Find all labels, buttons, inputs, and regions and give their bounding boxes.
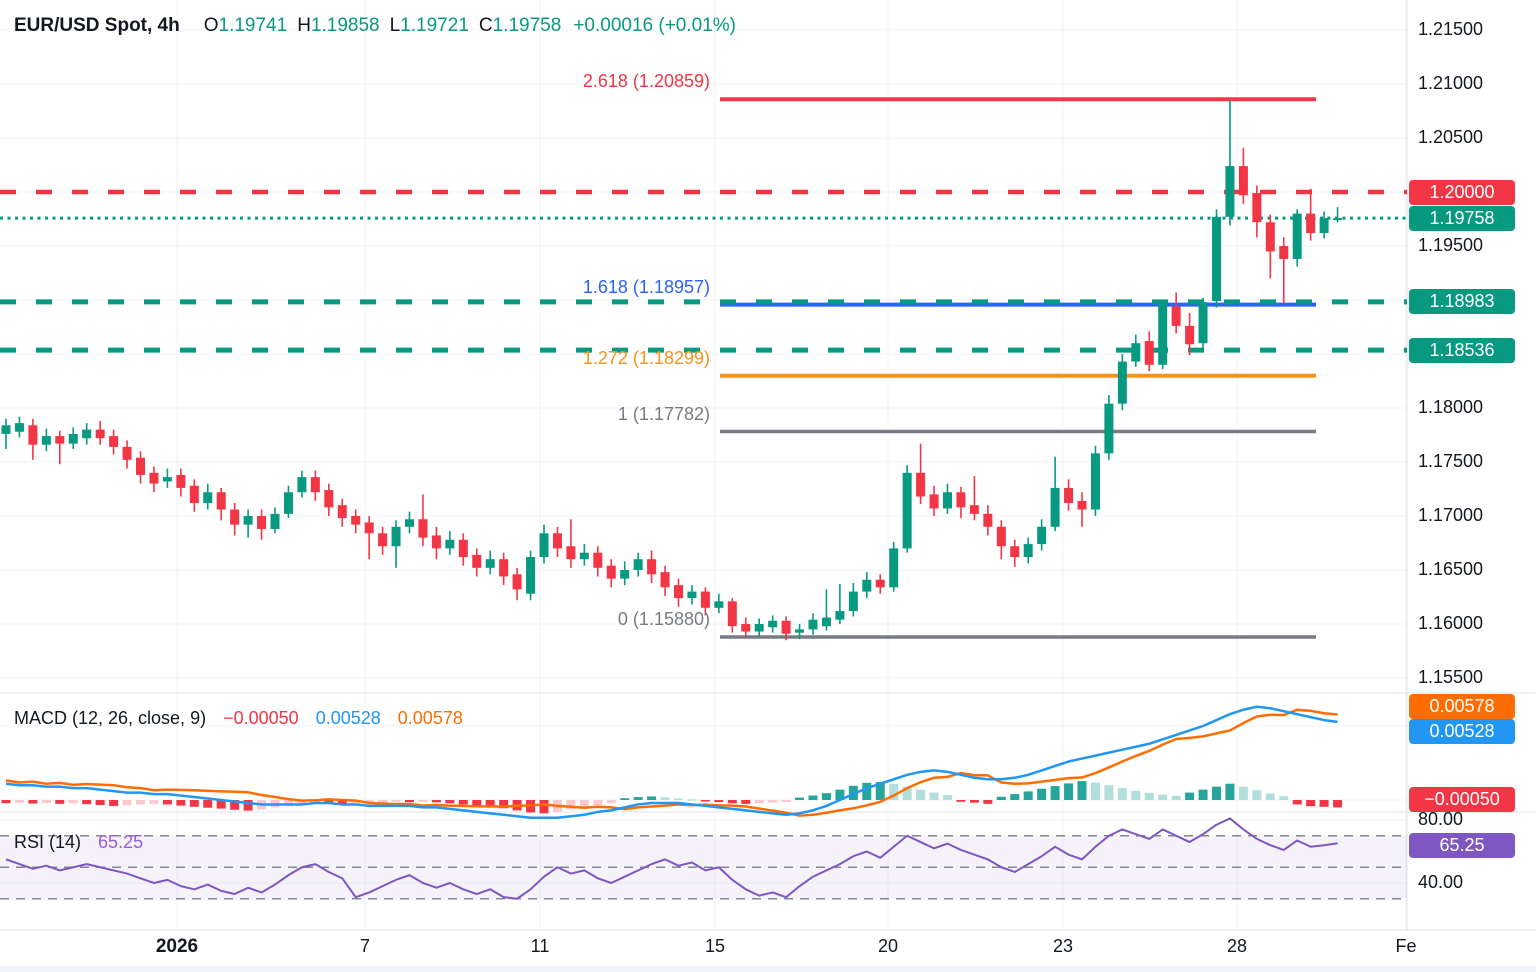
- high-value: 1.19858: [310, 15, 380, 36]
- macd-signal-value: 0.00578: [397, 708, 463, 728]
- macd-indicator-label[interactable]: MACD (12, 26, close, 9) −0.00050 0.00528…: [14, 708, 463, 729]
- macd-badge: −0.00050: [1409, 786, 1515, 812]
- price-tick[interactable]: 1.17000: [1418, 505, 1484, 525]
- price-badge: 1.18536: [1409, 337, 1515, 363]
- open-value: 1.19741: [218, 15, 288, 36]
- macd-name: MACD (12, 26, close, 9): [14, 708, 207, 728]
- fib-level-label[interactable]: 1.618 (1.18957): [582, 276, 710, 297]
- time-axis-label[interactable]: 28: [1226, 936, 1248, 956]
- time-axis-label[interactable]: 11: [530, 936, 550, 956]
- open-label: O: [203, 15, 219, 36]
- price-tick[interactable]: 1.16500: [1418, 559, 1484, 579]
- macd-badge: 0.00528: [1409, 718, 1515, 744]
- macd-badge: 0.00578: [1409, 693, 1515, 719]
- fib-level-label[interactable]: 2.618 (1.20859): [582, 71, 710, 92]
- time-axis-label[interactable]: 2026: [155, 936, 199, 957]
- rsi-name: RSI (14): [14, 832, 82, 852]
- low-label: L: [389, 15, 401, 36]
- rsi-value: 65.25: [98, 832, 144, 852]
- close-label: C: [478, 15, 493, 36]
- price-tick[interactable]: 1.16000: [1418, 613, 1484, 633]
- fib-level-label[interactable]: 0 (1.15880): [617, 608, 710, 629]
- price-tick[interactable]: 1.17500: [1418, 451, 1484, 471]
- price-tick[interactable]: 1.18000: [1418, 397, 1484, 417]
- rsi-tick[interactable]: 80.00: [1418, 809, 1464, 829]
- fib-level-label[interactable]: 1 (1.17782): [617, 403, 710, 424]
- rsi-indicator-label[interactable]: RSI (14) 65.25: [14, 832, 143, 853]
- rsi-tick[interactable]: 40.00: [1418, 872, 1464, 892]
- price-badge: 1.20000: [1409, 179, 1515, 205]
- price-tick[interactable]: 1.15500: [1418, 667, 1484, 687]
- rsi-badge: 65.25: [1409, 832, 1515, 858]
- time-axis-label[interactable]: 20: [877, 936, 899, 956]
- time-axis-label[interactable]: 7: [359, 936, 371, 956]
- macd-line-value: 0.00528: [315, 708, 381, 728]
- price-badge: 1.19758: [1409, 205, 1515, 231]
- time-axis-label[interactable]: 23: [1052, 936, 1074, 956]
- time-axis-label[interactable]: Fe: [1395, 936, 1417, 956]
- symbol-header[interactable]: EUR/USD Spot, 4h O1.19741 H1.19858 L1.19721…: [14, 15, 736, 37]
- symbol-title: EUR/USD Spot, 4h: [14, 15, 180, 36]
- close-value: 1.19758: [492, 15, 562, 36]
- price-tick[interactable]: 1.21000: [1418, 73, 1484, 93]
- price-tick[interactable]: 1.19500: [1418, 235, 1484, 255]
- high-label: H: [297, 15, 311, 36]
- low-value: 1.19721: [400, 15, 469, 36]
- price-tick[interactable]: 1.21500: [1418, 19, 1484, 39]
- price-badge: 1.18983: [1409, 289, 1515, 315]
- fib-level-label[interactable]: 1.272 (1.18299): [582, 347, 710, 368]
- change-value: +0.00016 (+0.01%): [573, 15, 736, 36]
- macd-hist-value: −0.00050: [223, 708, 299, 728]
- time-axis-label[interactable]: 15: [704, 936, 726, 956]
- price-tick[interactable]: 1.20500: [1418, 127, 1484, 147]
